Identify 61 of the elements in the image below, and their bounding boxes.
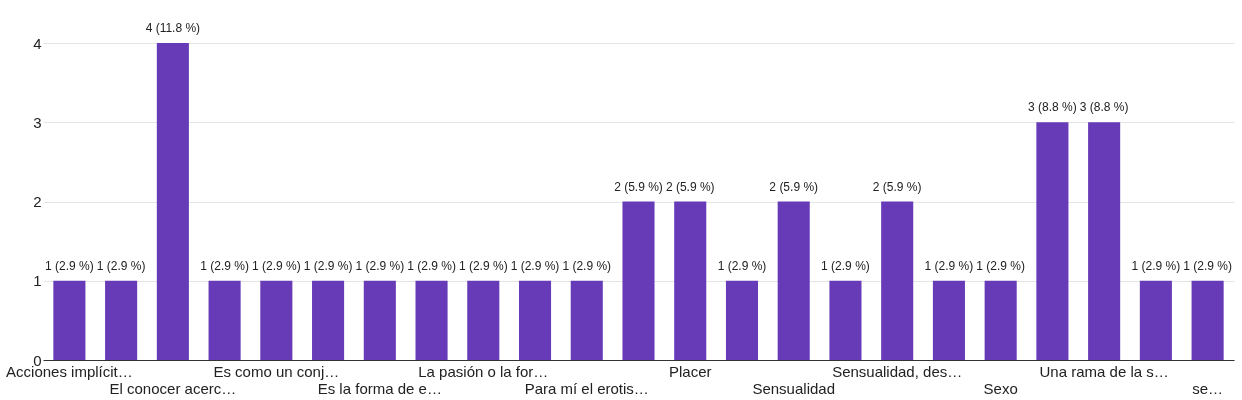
bar bbox=[363, 280, 396, 360]
data-label: 1 (2.9 %) bbox=[1183, 258, 1232, 273]
data-label: 1 (2.9 %) bbox=[1131, 258, 1181, 273]
bar bbox=[53, 280, 86, 360]
y-tick-label: 4 bbox=[33, 34, 42, 52]
bar bbox=[518, 280, 552, 360]
data-label: 1 (2.9 %) bbox=[976, 258, 1026, 273]
data-label: 1 (2.9 %) bbox=[355, 258, 405, 273]
data-label: 2 (5.9 %) bbox=[872, 179, 922, 194]
bar bbox=[1139, 280, 1172, 360]
bar bbox=[881, 201, 914, 360]
data-label: 2 (5.9 %) bbox=[665, 179, 715, 194]
bar bbox=[415, 280, 448, 360]
x-tick-label: Es la forma de e… bbox=[317, 379, 442, 397]
x-tick-label: Sensualidad bbox=[752, 379, 835, 397]
bar bbox=[829, 280, 862, 360]
data-label: 1 (2.9 %) bbox=[562, 258, 612, 273]
y-tick-label: 1 bbox=[33, 272, 42, 290]
bar bbox=[1191, 280, 1224, 360]
data-label: 3 (8.8 %) bbox=[1079, 100, 1129, 115]
bar bbox=[260, 280, 293, 360]
bar bbox=[156, 43, 189, 360]
x-tick-label: Es como un conj… bbox=[213, 362, 340, 380]
data-label: 1 (2.9 %) bbox=[45, 258, 94, 273]
bar bbox=[208, 280, 241, 360]
x-tick-label: Sexo bbox=[983, 379, 1018, 397]
bar bbox=[932, 280, 965, 360]
bar bbox=[105, 280, 138, 360]
bar bbox=[570, 280, 603, 360]
data-label: 3 (8.8 %) bbox=[1028, 100, 1077, 115]
x-tick-label: La pasión o la for… bbox=[418, 362, 549, 380]
data-label: 1 (2.9 %) bbox=[458, 258, 508, 273]
y-tick-label: 2 bbox=[33, 193, 42, 210]
y-tick-label: 3 bbox=[33, 113, 42, 131]
data-label: 2 (5.9 %) bbox=[614, 179, 663, 194]
data-label: 1 (2.9 %) bbox=[96, 258, 146, 273]
data-label: 1 (2.9 %) bbox=[200, 258, 249, 273]
data-label: 1 (2.9 %) bbox=[510, 258, 560, 273]
x-tick-label: Sensualidad, des… bbox=[832, 362, 963, 380]
bar bbox=[622, 201, 655, 360]
data-label: 2 (5.9 %) bbox=[769, 179, 819, 194]
data-label: 1 (2.9 %) bbox=[717, 258, 767, 273]
data-label: 4 (11.8 %) bbox=[145, 21, 201, 35]
bar bbox=[467, 280, 500, 360]
data-label: 1 (2.9 %) bbox=[251, 258, 301, 273]
bar bbox=[984, 280, 1017, 360]
x-tick-label: Placer bbox=[668, 362, 712, 380]
x-tick-label: Una rama de la s… bbox=[1039, 362, 1169, 380]
data-label: 1 (2.9 %) bbox=[407, 258, 456, 273]
bar bbox=[1088, 122, 1121, 360]
data-label: 1 (2.9 %) bbox=[303, 258, 353, 273]
data-label: 1 (2.9 %) bbox=[821, 258, 870, 273]
x-tick-label: El conocer acerc… bbox=[109, 379, 237, 397]
data-label: 1 (2.9 %) bbox=[924, 258, 974, 273]
x-tick-label: Para mí el erotis… bbox=[524, 379, 649, 397]
bar bbox=[1036, 122, 1069, 360]
bar bbox=[674, 201, 707, 360]
x-tick-label: se… bbox=[1192, 379, 1224, 397]
bar bbox=[312, 280, 345, 360]
bar bbox=[725, 280, 759, 360]
bar bbox=[777, 201, 810, 360]
